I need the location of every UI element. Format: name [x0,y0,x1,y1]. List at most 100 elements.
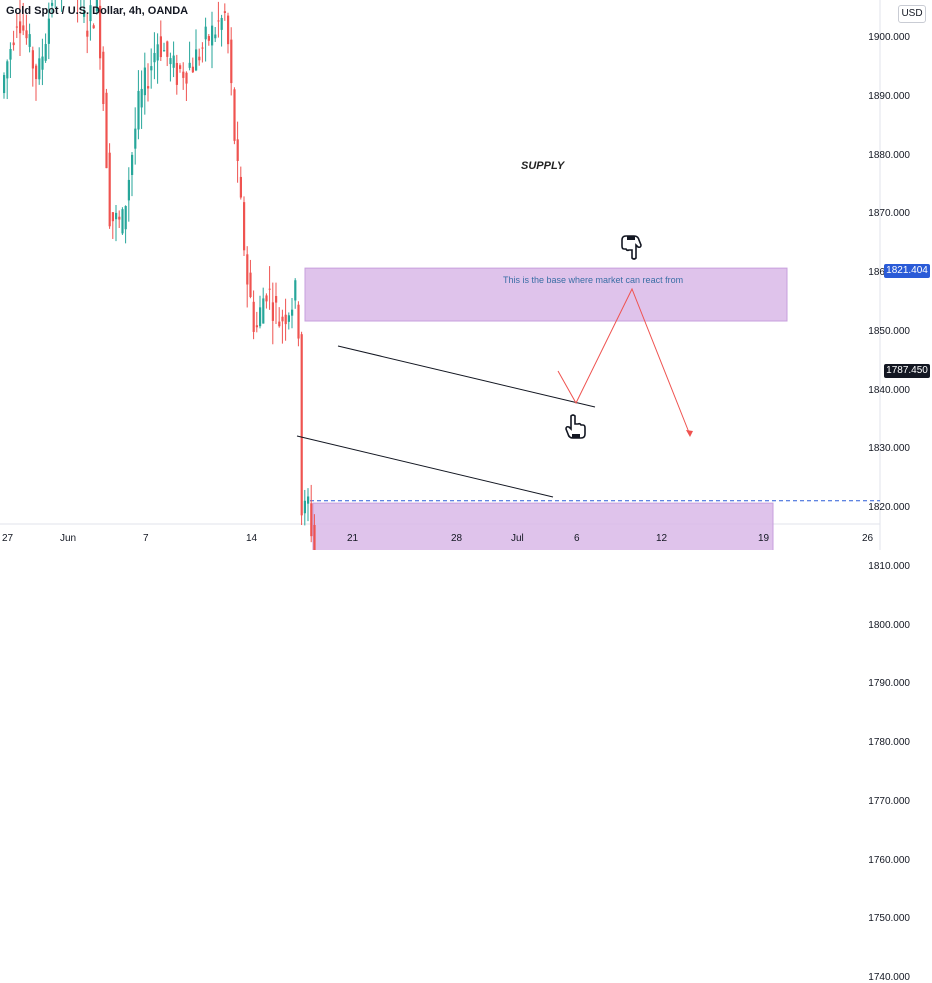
candle-body [143,67,146,96]
candle-body [12,42,15,46]
x-tick-label: Jun [60,533,77,544]
candle-body [262,298,265,324]
candle-body [201,47,204,49]
x-tick-label: 19 [758,533,770,544]
projection-arrowhead [686,430,693,437]
candle-body [147,86,150,89]
candle-body [6,61,9,79]
candle-body [166,41,169,57]
candle-body [89,5,92,22]
candle-body [278,321,281,327]
candle-body [95,0,98,12]
x-tick-label: 26 [862,533,874,544]
candle-body [131,154,134,175]
candle-body [211,25,214,46]
candle-body [297,304,300,339]
candle-body [159,36,162,58]
candle-body [9,48,12,60]
level-price-tag: 1821.404 [884,264,930,278]
candle-body [243,202,246,251]
candle-body [83,10,86,17]
channel-lower-line [296,435,554,498]
candle-body [182,71,185,78]
y-tick-label: 1750.000 [868,913,910,925]
candle-body [105,92,108,169]
candle-body [92,25,95,29]
candle-body [137,90,140,130]
channel-upper-line [337,345,596,408]
candle-body [153,52,156,63]
hand-pointing-up-icon [565,414,586,439]
y-tick-label: 1830.000 [868,443,910,455]
y-tick-label: 1850.000 [868,325,910,337]
y-tick-label: 1890.000 [868,90,910,102]
x-tick-label: 14 [246,533,258,544]
candle-body [35,65,38,80]
candle-body [268,288,271,290]
supply-zone-label: SUPPLY [521,160,565,172]
candle-body [15,26,18,28]
candle-body [25,30,28,39]
candle-body [118,216,121,220]
hand-pointing-down-icon [621,235,642,260]
candle-body [233,89,236,141]
y-tick-label: 1840.000 [868,384,910,396]
candle-body [108,152,111,227]
candle-body [156,44,159,61]
supply-zone [304,267,788,322]
y-tick-label: 1790.000 [868,678,910,690]
candle-body [3,75,6,94]
chart-canvas[interactable] [0,0,932,550]
currency-button[interactable]: USD [898,5,926,23]
y-tick-label: 1740.000 [868,972,910,983]
candle-body [115,212,118,220]
candle-body [198,56,201,61]
base-zone [312,502,774,550]
candle-body [252,301,255,332]
candle-body [121,209,124,234]
base-zone-label: This is the base where market can react … [503,275,684,285]
candle-body [47,18,50,44]
candle-body [300,334,303,516]
candle-body [246,254,249,285]
candle-body [111,212,114,222]
candle-body [259,307,262,327]
candle-body [291,309,294,316]
x-tick-label: 7 [143,533,149,544]
y-tick-label: 1870.000 [868,208,910,220]
candle-body [31,50,34,69]
candle-body [191,66,194,73]
candle-body [236,139,239,161]
x-tick-label: Jul [511,533,524,544]
candle-body [227,15,230,45]
candle-body [185,72,188,84]
projection-path [557,287,691,436]
x-tick-label: 28 [451,533,463,544]
y-tick-label: 1810.000 [868,560,910,572]
candle-body [172,55,175,68]
candle-body [223,11,226,13]
x-tick-label: 21 [347,533,359,544]
candle-body [284,314,287,325]
candle-body [22,25,25,31]
candle-body [275,296,278,303]
candle-body [140,88,143,108]
candle-body [134,128,137,149]
candle-body [204,26,207,40]
candle-body [28,34,31,47]
candle-body [271,302,274,321]
candle-body [307,496,310,504]
y-tick-label: 1880.000 [868,149,910,161]
x-tick-label: 12 [656,533,668,544]
y-tick-label: 1780.000 [868,737,910,748]
y-tick-label: 1900.000 [868,32,910,43]
candle-body [163,50,166,52]
candle-body [86,30,89,37]
candle-body [294,280,297,301]
candle-body [44,44,47,61]
x-tick-label: 27 [2,533,14,544]
candle-body [255,325,258,328]
candle-body [169,58,172,65]
y-tick-label: 1770.000 [868,795,910,807]
candle-body [124,206,127,230]
